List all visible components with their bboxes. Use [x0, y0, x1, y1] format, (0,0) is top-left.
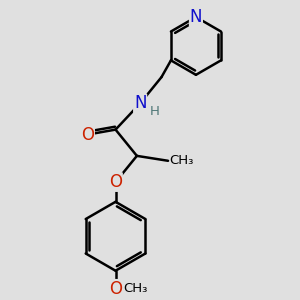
Text: CH₃: CH₃ [123, 282, 147, 295]
Text: O: O [109, 173, 122, 191]
Text: N: N [134, 94, 146, 112]
Text: O: O [109, 280, 122, 298]
Text: CH₃: CH₃ [170, 154, 194, 167]
Text: H: H [149, 105, 159, 118]
Text: O: O [81, 125, 94, 143]
Text: N: N [190, 8, 202, 26]
